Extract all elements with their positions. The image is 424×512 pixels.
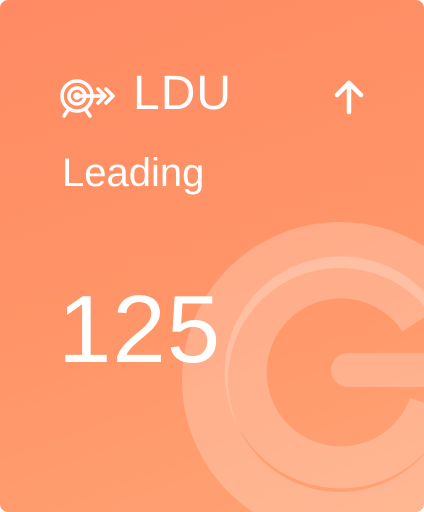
card-subtitle: Leading: [62, 151, 205, 195]
trend-up-button[interactable]: [326, 74, 372, 120]
target-arrow-icon: [60, 79, 115, 118]
metric-value: 125: [58, 276, 222, 383]
arrow-up-icon: [334, 80, 364, 115]
background-target-icon: [182, 222, 424, 512]
card-title: LDU: [133, 67, 233, 120]
